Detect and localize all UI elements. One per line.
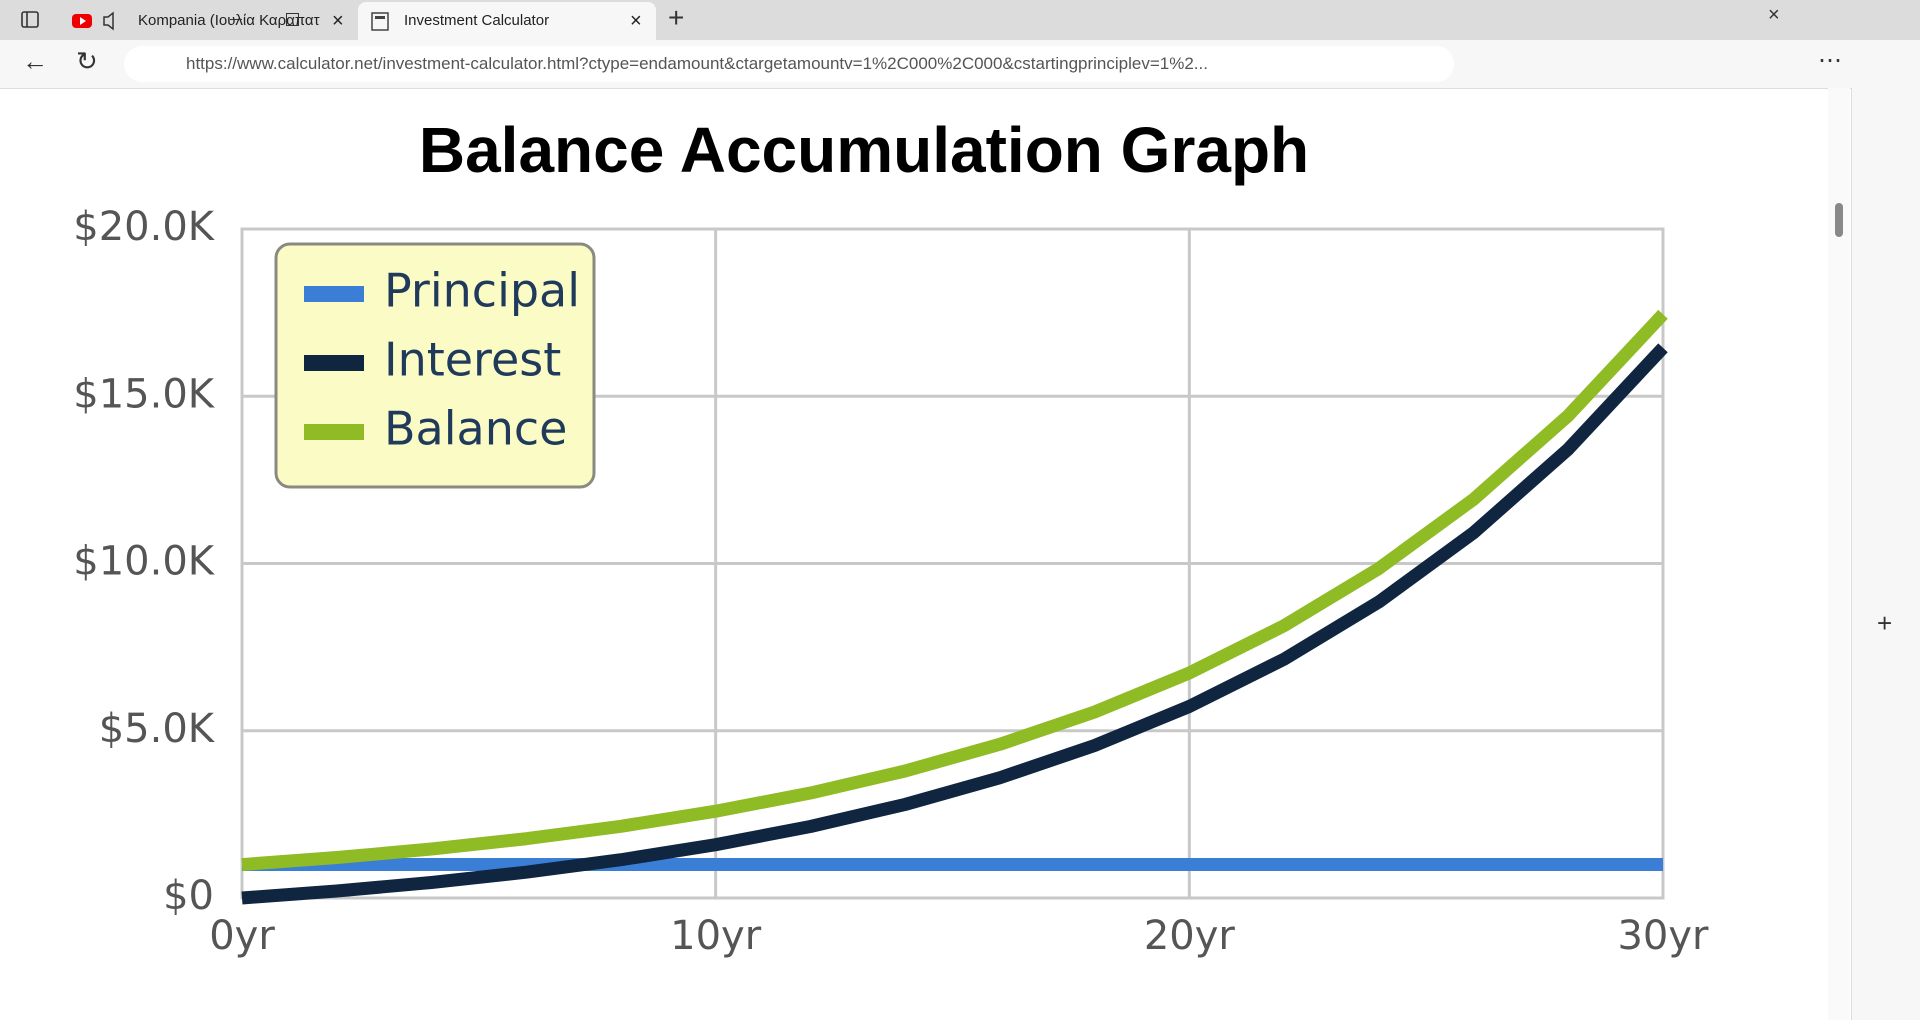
sidebar: + — [1851, 88, 1920, 1020]
x-tick-label: 10yr — [670, 913, 762, 959]
new-tab[interactable]: + — [668, 2, 685, 33]
x-tick-label: 20yr — [1144, 913, 1236, 959]
legend-label: Principal — [384, 264, 580, 318]
back[interactable]: ← — [22, 46, 48, 76]
address-bar: ← ↻ https://www.calculator.net/investmen… — [0, 40, 1920, 89]
x-tick-label: 0yr — [209, 913, 275, 959]
more[interactable]: ⋯ — [1818, 47, 1842, 74]
series-line — [241, 343, 1668, 905]
tab[interactable]: Kompania (Ιουλία Καραπατ × — [70, 2, 355, 40]
minimize[interactable] — [230, 19, 242, 20]
y-tick-label: $0 — [163, 873, 214, 919]
close-tab[interactable]: × — [332, 10, 344, 32]
chart-title: Balance Accumulation Graph — [419, 114, 1309, 186]
legend-swatch — [304, 424, 364, 440]
legend-label: Interest — [384, 333, 561, 387]
y-tick-label: $20.0K — [73, 204, 216, 250]
url-field[interactable]: https://www.calculator.net/investment-ca… — [124, 46, 1454, 82]
tab-title: Kompania (Ιουλία Καραπατ — [138, 12, 320, 29]
chart: Balance Accumulation Graph $0 $5.0K $10.0K… — [73, 114, 1709, 959]
legend-swatch — [304, 355, 364, 371]
tab-title: Investment Calculator — [404, 12, 550, 29]
tab[interactable]: Investment Calculator × — [358, 2, 656, 40]
url-text: https://www.calculator.net/investment-ca… — [186, 54, 1208, 73]
refresh[interactable]: ↻ — [76, 46, 98, 76]
y-tick-label: $15.0K — [73, 371, 216, 417]
tab-bar: Kompania (Ιουλία Καραπατ × Investment Ca… — [0, 0, 1920, 40]
y-tick-label: $5.0K — [99, 706, 216, 752]
legend: Principal Interest Balance — [274, 242, 596, 489]
legend-label: Balance — [384, 402, 567, 456]
add-button[interactable]: + — [1877, 608, 1893, 638]
scrollbar[interactable] — [1828, 88, 1850, 1020]
plot-border — [240, 227, 1665, 900]
x-tick-label: 30yr — [1617, 913, 1709, 959]
legend-swatch — [304, 286, 364, 302]
y-tick-label: $10.0K — [73, 539, 216, 585]
tab-actions[interactable] — [0, 0, 60, 40]
series-line — [241, 309, 1668, 872]
restore[interactable] — [286, 13, 299, 26]
close-window[interactable]: × — [1768, 4, 1780, 26]
close-tab[interactable]: × — [630, 10, 642, 32]
